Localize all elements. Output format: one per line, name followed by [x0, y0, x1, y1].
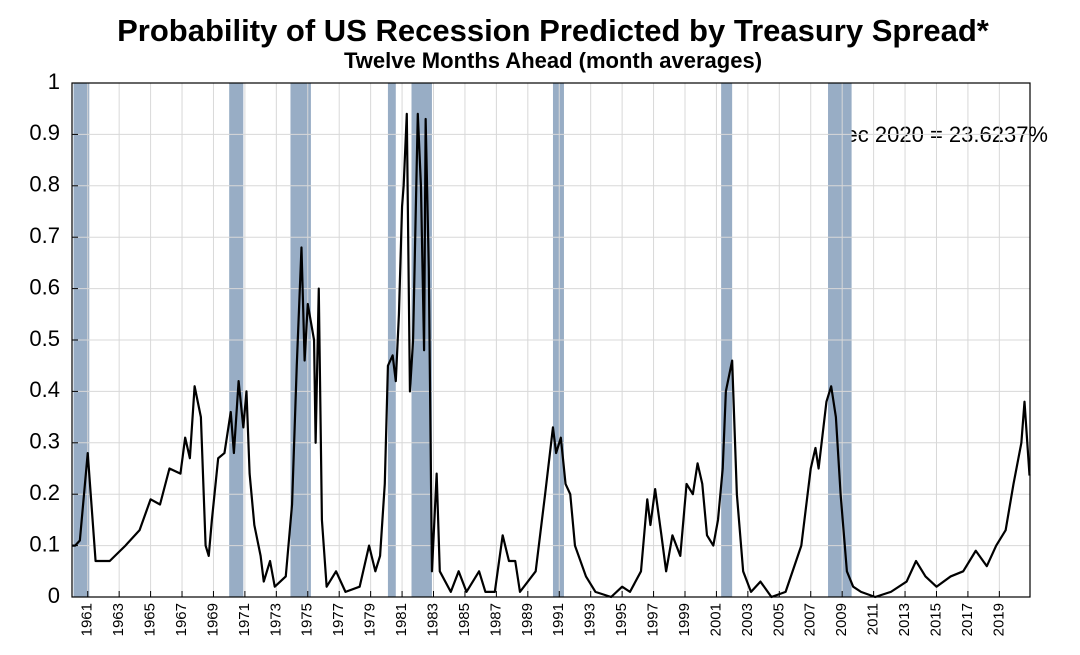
x-tick-label: 1969 — [204, 603, 221, 636]
y-tick-label: 0.1 — [29, 531, 60, 556]
y-tick-label: 0.9 — [29, 120, 60, 145]
x-tick-label: 1961 — [79, 603, 96, 636]
x-tick-label: 2015 — [927, 603, 944, 636]
x-tick-label: 2013 — [896, 603, 913, 636]
y-tick-label: 0.7 — [29, 223, 60, 248]
x-tick-label: 1999 — [676, 603, 693, 636]
x-tick-label: 1973 — [267, 603, 284, 636]
x-tick-label: 1985 — [456, 603, 473, 636]
x-tick-label: 2009 — [833, 603, 850, 636]
x-tick-label: 1987 — [487, 603, 504, 636]
y-tick-label: 0 — [48, 583, 60, 608]
x-tick-label: 1979 — [362, 603, 379, 636]
x-tick-label: 1983 — [424, 603, 441, 636]
series-line — [72, 112, 1031, 599]
y-tick-label: 0.8 — [29, 172, 60, 197]
x-tick-label: 1995 — [613, 603, 630, 636]
y-tick-label: 0.4 — [29, 377, 60, 402]
x-tick-label: 1981 — [393, 603, 410, 636]
x-tick-label: 1975 — [299, 603, 316, 636]
x-tick-label: 1965 — [142, 603, 159, 636]
x-tick-label: 1977 — [330, 603, 347, 636]
plot-frame — [71, 82, 1031, 598]
y-tick-label: 0.6 — [29, 274, 60, 299]
x-tick-label: 1963 — [110, 603, 127, 636]
x-tick-label: 2019 — [990, 603, 1007, 636]
x-tick-label: 1989 — [519, 603, 536, 636]
x-tick-label: 2005 — [770, 603, 787, 636]
x-tick-label: 2003 — [739, 603, 756, 636]
chart-subtitle: Twelve Months Ahead (month averages) — [344, 48, 762, 73]
x-tick-label: 1967 — [173, 603, 190, 636]
x-tick-label: 1991 — [550, 603, 567, 636]
y-tick-label: 1 — [48, 69, 60, 94]
y-tick-label: 0.5 — [29, 326, 60, 351]
x-tick-label: 2007 — [802, 603, 819, 636]
y-tick-label: 0.3 — [29, 429, 60, 454]
x-tick-label: 2017 — [959, 603, 976, 636]
x-tick-label: 2011 — [865, 603, 882, 635]
chart-title: Probability of US Recession Predicted by… — [117, 13, 990, 48]
x-tick-label: 2001 — [707, 603, 724, 636]
y-tick-label: 0.2 — [29, 480, 60, 505]
x-tick-label: 1971 — [236, 603, 253, 636]
x-tick-label: 1997 — [645, 603, 662, 636]
x-tick-label: 1993 — [582, 603, 599, 636]
